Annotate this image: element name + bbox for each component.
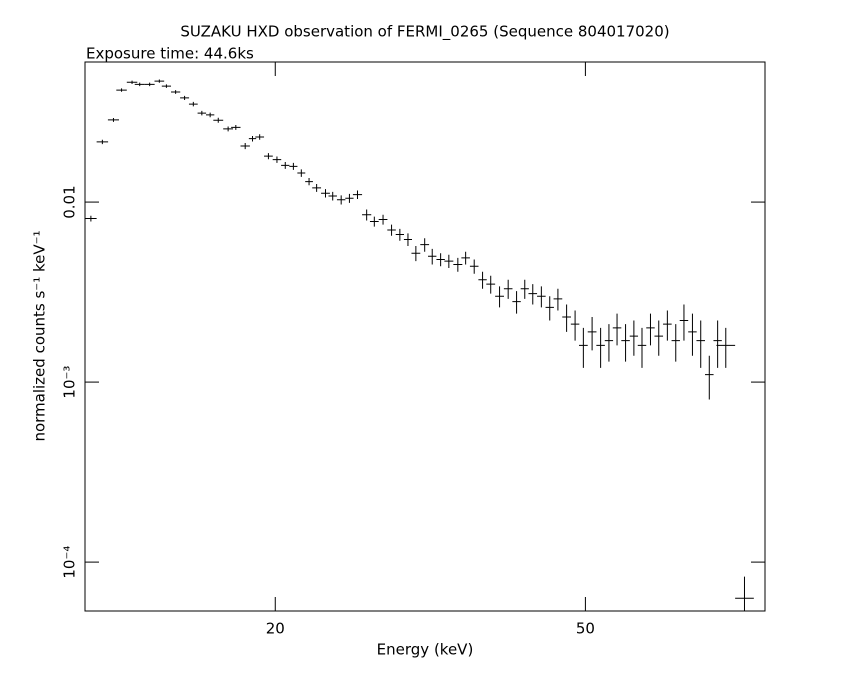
data-point	[562, 304, 571, 332]
data-point	[420, 238, 430, 252]
data-point	[134, 82, 145, 87]
data-point	[197, 110, 207, 116]
data-point	[520, 279, 529, 299]
data-point	[495, 286, 504, 308]
data-point	[223, 126, 234, 132]
data-point	[272, 156, 282, 163]
data-point	[362, 209, 372, 221]
data-point	[671, 324, 680, 362]
data-point	[512, 291, 521, 314]
data-point	[305, 178, 313, 186]
data-point	[312, 184, 322, 192]
data-point	[369, 216, 379, 227]
data-point	[453, 257, 463, 272]
data-point	[161, 84, 172, 88]
y-tick-label: 10⁻³	[61, 366, 79, 399]
data-point	[461, 251, 470, 265]
chart-subtitle: Exposure time: 44.6ks	[86, 45, 254, 63]
data-point	[255, 134, 265, 140]
data-point	[231, 125, 241, 130]
data-point	[188, 101, 198, 107]
data-point	[321, 189, 330, 198]
data-point	[171, 90, 181, 94]
data-point	[428, 248, 437, 265]
data-point	[596, 327, 605, 368]
data-point	[96, 139, 109, 145]
data-point	[411, 246, 421, 262]
chart-title: SUZAKU HXD observation of FERMI_0265 (Se…	[180, 23, 669, 42]
data-point	[395, 228, 405, 241]
data-point	[240, 142, 250, 150]
data-point	[486, 275, 496, 294]
data-point	[713, 320, 722, 368]
data-point	[705, 355, 714, 400]
data-point	[107, 118, 120, 122]
data-point	[478, 271, 487, 289]
y-tick-label: 10⁻⁴	[61, 546, 79, 579]
data-point	[444, 254, 454, 269]
data-point	[735, 576, 754, 611]
data-point	[646, 313, 655, 346]
data-point	[387, 224, 396, 236]
data-point	[612, 313, 622, 346]
data-point	[621, 324, 630, 362]
data-point	[469, 259, 479, 274]
data-point	[378, 214, 388, 225]
data-point	[663, 310, 672, 341]
data-point	[352, 190, 363, 200]
data-point	[545, 296, 554, 321]
data-point	[248, 135, 257, 142]
x-tick-label: 20	[266, 620, 285, 638]
data-point	[144, 82, 155, 87]
plot-frame	[84, 61, 766, 612]
data-point	[403, 233, 413, 247]
data-point	[604, 324, 614, 362]
data-point	[553, 288, 563, 311]
data-point	[688, 313, 697, 356]
data-point	[205, 112, 215, 118]
data-point	[537, 286, 546, 308]
data-point	[503, 279, 513, 299]
data-point	[264, 153, 273, 160]
data-point	[85, 215, 97, 222]
data-point	[154, 79, 165, 83]
data-point	[213, 117, 224, 123]
data-point	[328, 191, 337, 201]
data-point	[528, 284, 538, 305]
data-point	[578, 327, 588, 368]
y-axis-label: normalized counts s⁻¹ keV⁻¹	[31, 230, 49, 441]
data-point	[629, 320, 639, 356]
x-axis-label: Energy (keV)	[377, 641, 474, 659]
data-point	[126, 80, 138, 84]
data-point	[654, 320, 664, 356]
data-point	[281, 161, 290, 169]
y-tick-label: 0.01	[61, 185, 79, 218]
data-point	[587, 316, 597, 351]
x-tick-label: 50	[576, 620, 595, 638]
data-point	[336, 195, 346, 205]
data-point	[116, 88, 127, 92]
data-point	[289, 162, 298, 170]
data-point	[180, 95, 190, 101]
data-point	[679, 304, 689, 341]
data-point	[570, 310, 580, 341]
data-point	[637, 327, 647, 368]
data-point	[716, 327, 736, 368]
data-point	[345, 193, 354, 203]
data-point	[436, 253, 445, 267]
data-point	[297, 169, 306, 177]
data-point	[696, 320, 706, 368]
